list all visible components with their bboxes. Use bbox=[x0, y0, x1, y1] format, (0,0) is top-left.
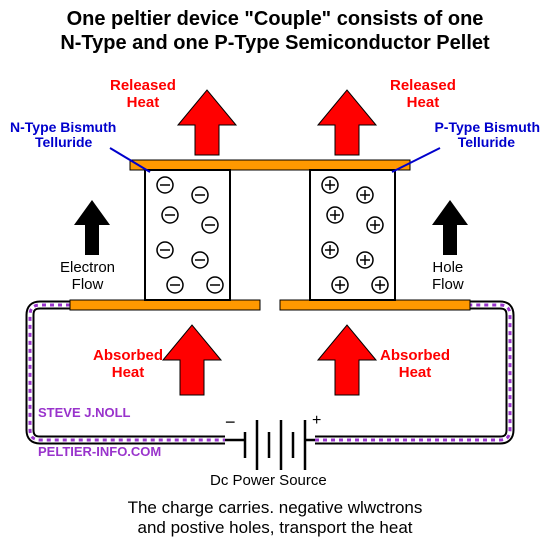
absorbed-arrow-left bbox=[163, 325, 221, 395]
bottom-plate-n bbox=[70, 300, 260, 310]
diagram-stage: One peltier device "Couple" consists of … bbox=[0, 0, 550, 550]
hole-flow-arrow bbox=[432, 200, 468, 255]
released-arrow-right bbox=[318, 90, 376, 155]
top-plate bbox=[130, 160, 410, 170]
absorbed-arrow-right bbox=[318, 325, 376, 395]
released-heat-right: ReleasedHeat bbox=[390, 78, 456, 111]
dc-source-label: Dc Power Source bbox=[210, 472, 327, 489]
credit-name: STEVE J.NOLL bbox=[38, 405, 130, 420]
footer-line-1: The charge carries. negative wlwctrons bbox=[0, 498, 550, 518]
absorbed-heat-right: AbsorbedHeat bbox=[380, 348, 450, 381]
hole-flow-label: HoleFlow bbox=[432, 260, 464, 293]
electron-flow-arrow bbox=[74, 200, 110, 255]
electron-flow-label: ElectronFlow bbox=[60, 260, 115, 293]
bottom-plate-p bbox=[280, 300, 470, 310]
battery-symbol bbox=[225, 420, 315, 470]
released-heat-left: ReleasedHeat bbox=[110, 78, 176, 111]
battery-plus: + bbox=[312, 412, 321, 430]
footer-line-2: and postive holes, transport the heat bbox=[0, 518, 550, 538]
absorbed-heat-left: AbsorbedHeat bbox=[93, 348, 163, 381]
n-type-label: N-Type BismuthTelluride bbox=[10, 120, 116, 151]
released-arrow-left bbox=[178, 90, 236, 155]
credit-site: PELTIER-INFO.COM bbox=[38, 444, 161, 459]
p-type-label: P-Type BismuthTelluride bbox=[434, 120, 540, 151]
battery-minus: − bbox=[225, 412, 236, 433]
